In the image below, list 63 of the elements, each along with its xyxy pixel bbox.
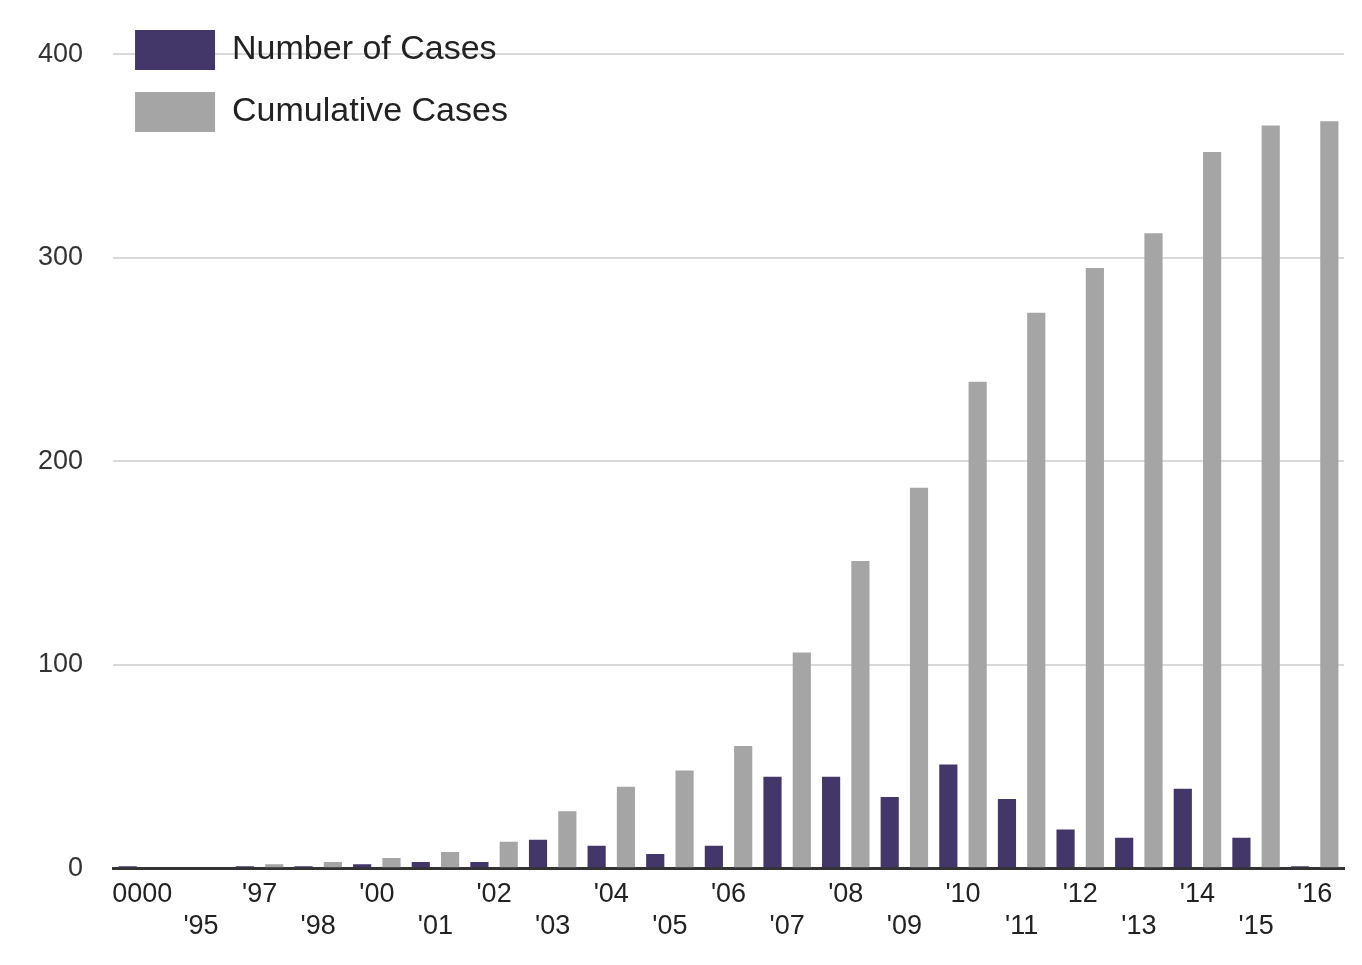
x-tick-label: '08 (828, 877, 864, 908)
bar (763, 776, 782, 868)
x-tick-label: '09 (886, 910, 922, 941)
bar (939, 764, 958, 868)
bar (909, 487, 929, 868)
bar (704, 845, 723, 868)
legend-label: Number of Cases (232, 28, 497, 67)
x-tick-label: '97 (242, 877, 278, 908)
bar (1027, 312, 1046, 868)
bar (616, 786, 636, 868)
y-tick-label: 100 (37, 648, 84, 679)
bar (968, 381, 987, 868)
x-tick-label: '13 (1121, 910, 1157, 941)
x-tick-label: '15 (1238, 910, 1274, 941)
bar (441, 851, 460, 868)
bar (265, 864, 284, 868)
y-tick-label: 400 (37, 37, 84, 68)
bar (792, 652, 811, 868)
y-tick-label: 200 (37, 444, 84, 475)
bar (1085, 267, 1104, 868)
bar (382, 858, 401, 868)
bar (323, 862, 342, 868)
bar (1320, 121, 1339, 868)
bar (528, 839, 548, 868)
bar (1203, 151, 1222, 868)
x-tick-label: '16 (1297, 877, 1333, 908)
bar (851, 560, 870, 868)
x-tick-label: '00 (359, 877, 395, 908)
x-tick-label: '04 (593, 877, 629, 908)
x-tick-label: '02 (476, 877, 512, 908)
bar (470, 862, 489, 868)
x-tick-label: '10 (945, 877, 981, 908)
bar (499, 841, 518, 868)
x-tick-label: '01 (417, 910, 454, 941)
bar (411, 862, 430, 868)
bar (822, 776, 841, 868)
x-tick-label: '05 (652, 910, 688, 941)
y-tick-label: 0 (68, 851, 84, 882)
legend-label: Cumulative Cases (232, 90, 508, 129)
x-tick-label: 0000 (112, 877, 173, 908)
x-tick-label: '14 (1179, 877, 1216, 908)
bar (1261, 125, 1280, 868)
x-tick-label: '95 (183, 910, 219, 941)
bar (1232, 837, 1251, 868)
bar (675, 770, 694, 868)
x-tick-label: '11 (1005, 910, 1039, 941)
bar (1115, 837, 1134, 868)
y-tick-label: 300 (37, 241, 84, 272)
bar (1056, 829, 1075, 868)
bar (997, 799, 1017, 868)
x-tick-label: '98 (300, 910, 336, 941)
x-tick-label: '07 (769, 910, 805, 941)
x-tick-label: '06 (710, 877, 747, 908)
bar (1173, 788, 1192, 868)
x-tick-label: '12 (1062, 877, 1098, 908)
bar (734, 746, 753, 868)
bar (1144, 233, 1163, 868)
bar (587, 845, 606, 868)
bar (880, 796, 899, 868)
x-tick-label: '03 (535, 910, 571, 941)
bar (558, 811, 577, 868)
bar (353, 864, 372, 868)
bar (646, 853, 665, 868)
